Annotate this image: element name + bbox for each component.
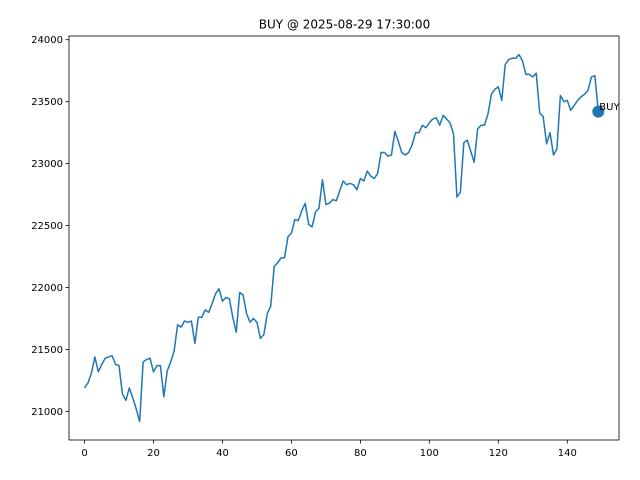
y-tick-label: 22500: [31, 221, 63, 232]
y-tick-label: 23500: [31, 97, 63, 108]
y-tick-label: 23000: [31, 159, 63, 170]
y-tick-label: 21000: [31, 407, 63, 418]
buy-annotation: BUY: [599, 102, 620, 113]
x-tick-label: 100: [420, 448, 439, 459]
y-tick-label: 22000: [31, 283, 63, 294]
axes-frame: [68, 35, 620, 441]
x-tick-label: 80: [354, 448, 367, 459]
x-tick-label: 140: [558, 448, 577, 459]
y-tick-label: 21500: [31, 345, 63, 356]
y-tick-label: 24000: [31, 35, 63, 46]
buy-marker: [592, 105, 605, 118]
series-line-0: [83, 53, 600, 423]
x-tick-label: 120: [489, 448, 508, 459]
chart-title: BUY @ 2025-08-29 17:30:00: [259, 18, 430, 32]
x-tick-label: 0: [81, 448, 87, 459]
x-tick-label: 40: [216, 448, 229, 459]
x-tick-label: 20: [147, 448, 160, 459]
x-tick-label: 60: [285, 448, 298, 459]
